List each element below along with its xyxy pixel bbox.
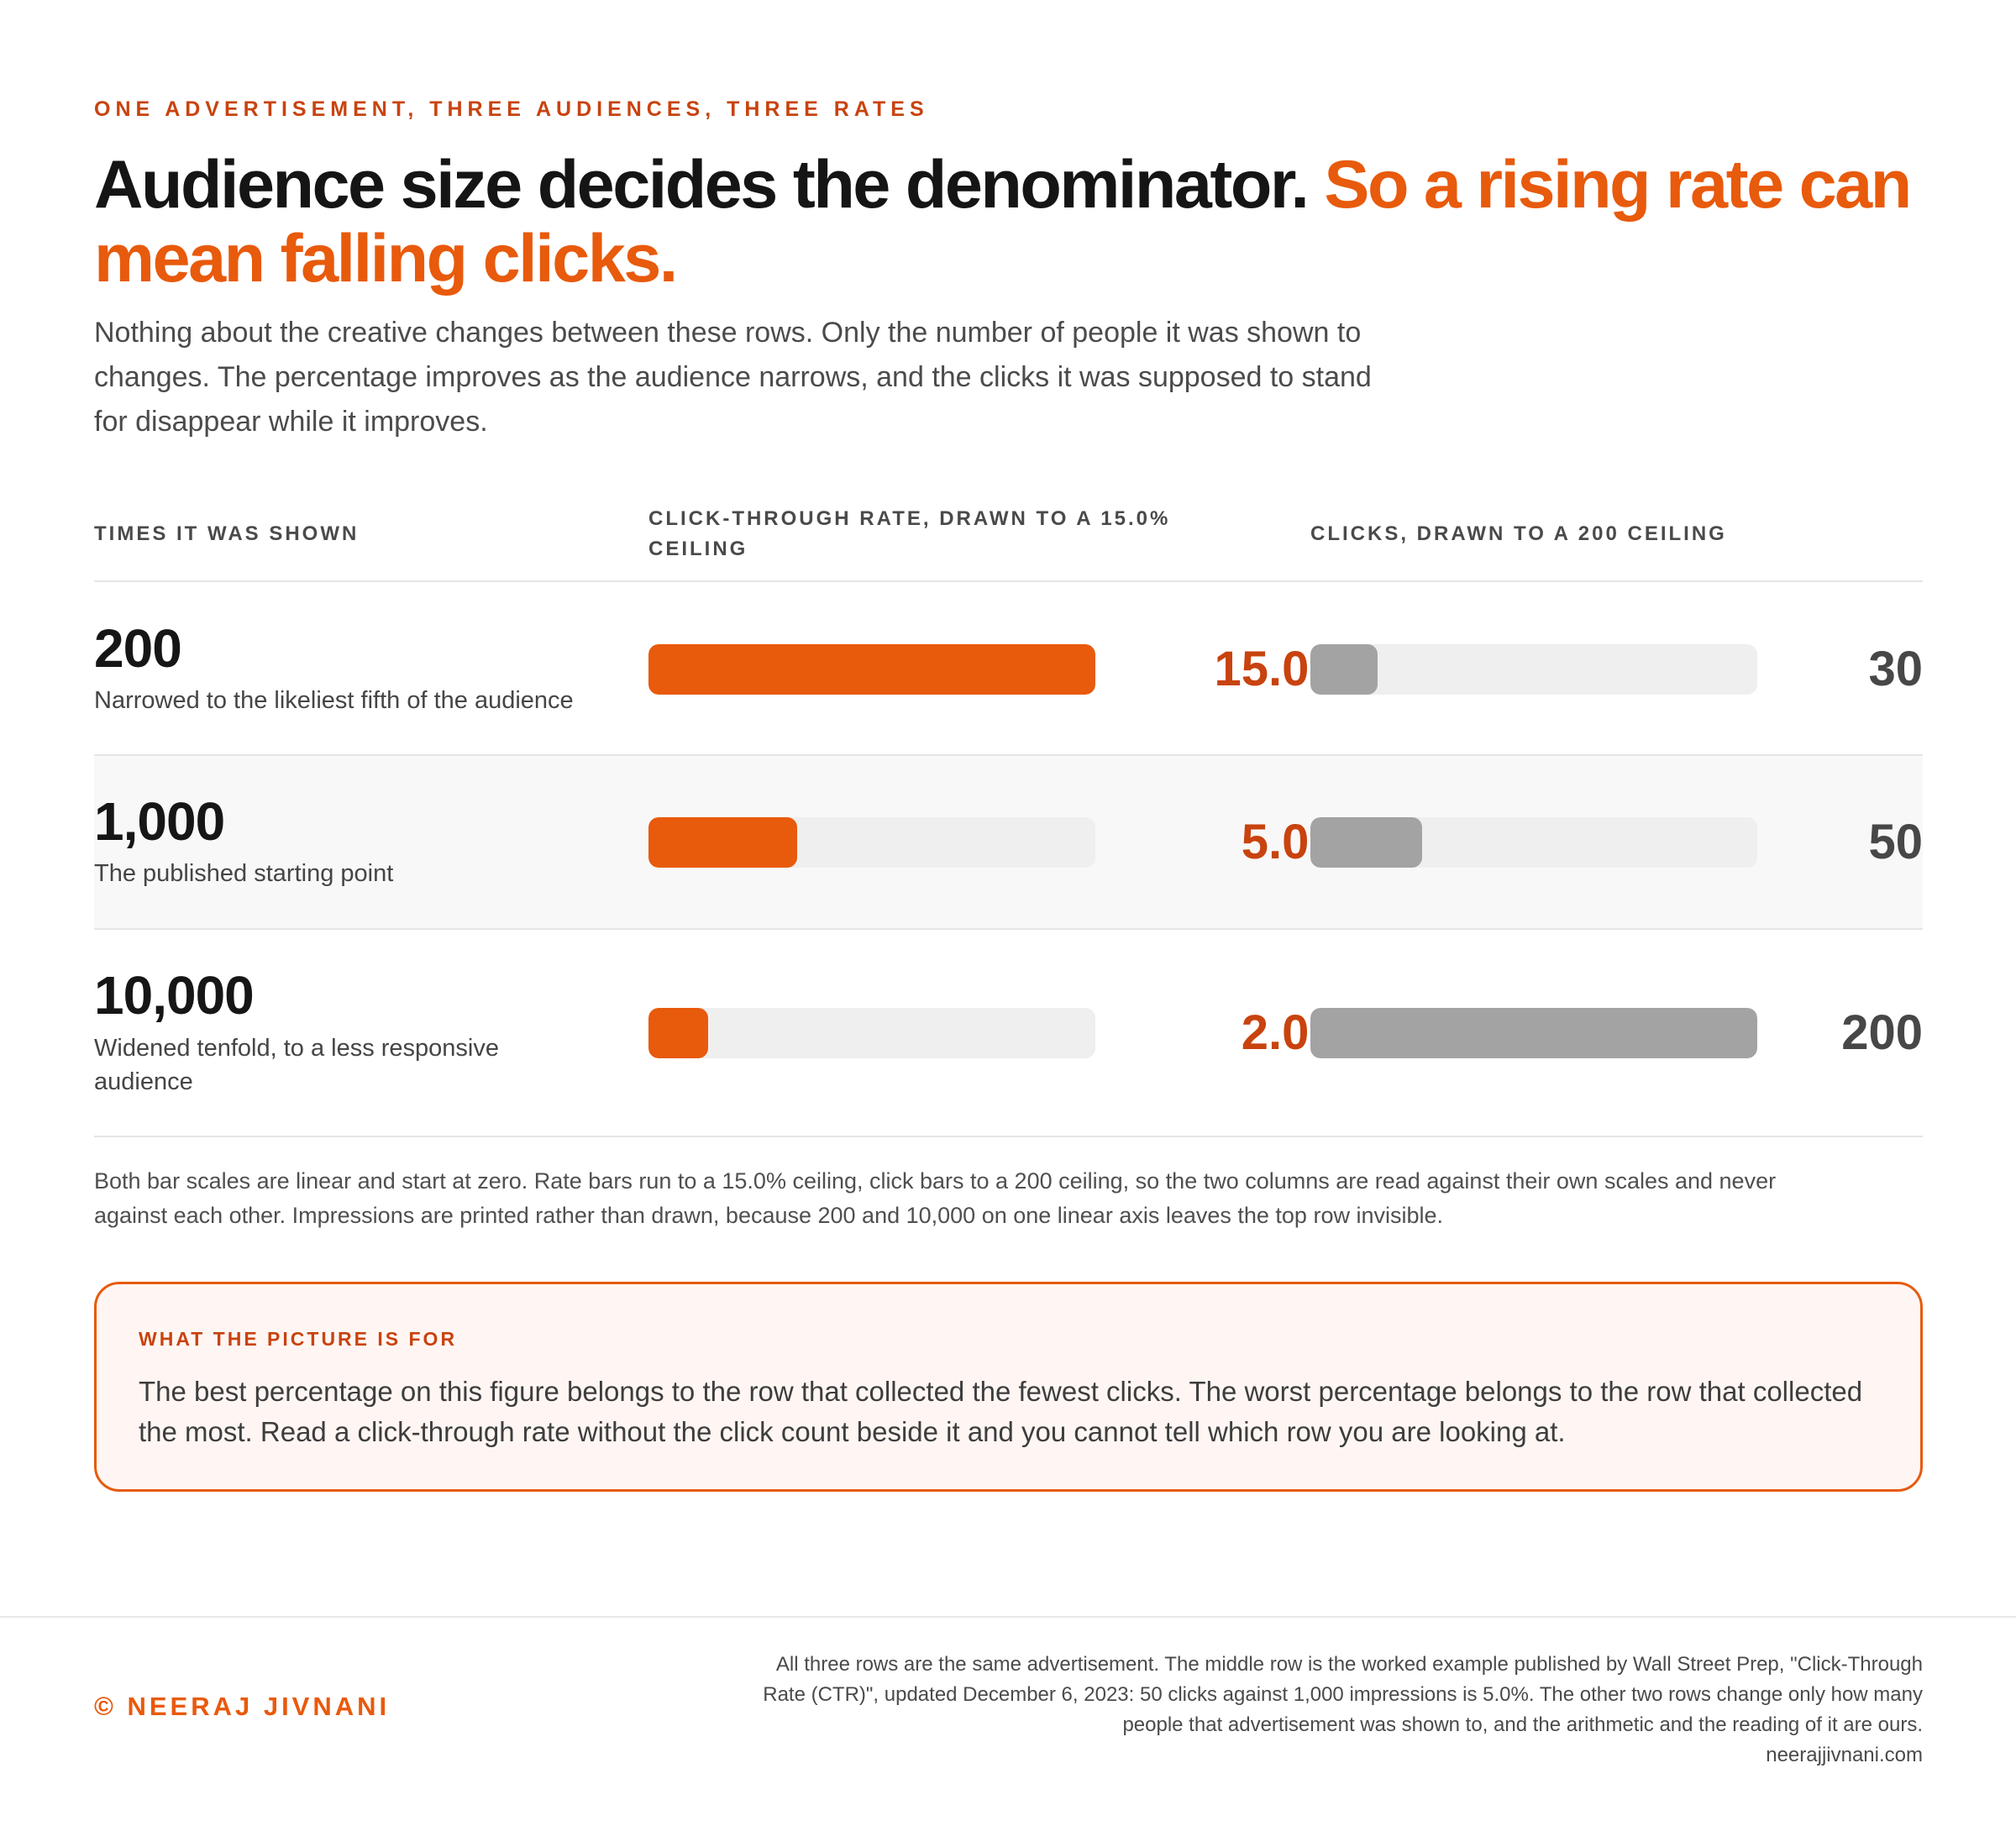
rate-bar-track: [648, 1008, 1095, 1058]
callout-box: WHAT THE PICTURE IS FOR The best percent…: [94, 1282, 1923, 1492]
lede: Nothing about the creative changes betwe…: [94, 317, 1372, 438]
clicks-bar: [1310, 644, 1378, 695]
impressions-description: Widened tenfold, to a less responsive au…: [94, 1035, 499, 1095]
headline: Audience size decides the denominator. S…: [94, 148, 1923, 296]
callout-label: WHAT THE PICTURE IS FOR: [139, 1328, 458, 1350]
clicks-bar: [1310, 1008, 1757, 1058]
clicks-bar: [1310, 817, 1422, 868]
clicks-bar-track: [1310, 644, 1757, 695]
header-rule: [94, 580, 1923, 582]
footer-rule: [0, 1616, 2016, 1618]
impressions-description: The published starting point: [94, 860, 394, 887]
source-note: All three rows are the same advertisemen…: [747, 1650, 1923, 1771]
impressions-value: 10,000: [94, 965, 255, 1026]
impressions-description: Narrowed to the likeliest fifth of the a…: [94, 687, 574, 714]
site-link[interactable]: neerajjivnani.com: [1766, 1744, 1923, 1766]
rate-bar-track: [648, 817, 1095, 868]
callout-text: The best percentage on this figure belon…: [139, 1376, 1863, 1447]
headline-lead: Audience size decides the denominator.: [94, 147, 1310, 223]
row-rule: [94, 754, 1923, 756]
impressions-value: 1,000: [94, 791, 225, 852]
row-rule: [94, 928, 1923, 930]
clicks-label: 50: [1868, 815, 1923, 869]
rate-bar: [648, 817, 797, 868]
rate-bar: [648, 1008, 708, 1058]
headline-accent: So a rising rate can mean falling clicks…: [94, 147, 1912, 296]
clicks-bar-track: [1310, 817, 1757, 868]
eyebrow: ONE ADVERTISEMENT, THREE AUDIENCES, THRE…: [94, 97, 929, 121]
rate-bar: [648, 644, 1095, 695]
clicks-bar-track: [1310, 1008, 1757, 1058]
impressions-value: 200: [94, 618, 182, 679]
rate-bar-track: [648, 644, 1095, 695]
column-header-rate: CLICK-THROUGH RATE, DRAWN TO A 15.0% CEI…: [648, 507, 1171, 560]
source-text: All three rows are the same advertisemen…: [763, 1653, 1923, 1736]
column-header-clicks: CLICKS, DRAWN TO A 200 CEILING: [1310, 522, 1727, 545]
column-header-impressions: TIMES IT WAS SHOWN: [94, 522, 360, 545]
brand-credit: © NEERAJ JIVNANI: [94, 1692, 391, 1721]
scale-footnote: Both bar scales are linear and start at …: [94, 1168, 1777, 1228]
clicks-label: 30: [1868, 642, 1923, 696]
table-bottom-rule: [94, 1136, 1923, 1137]
clicks-label: 200: [1841, 1005, 1923, 1060]
